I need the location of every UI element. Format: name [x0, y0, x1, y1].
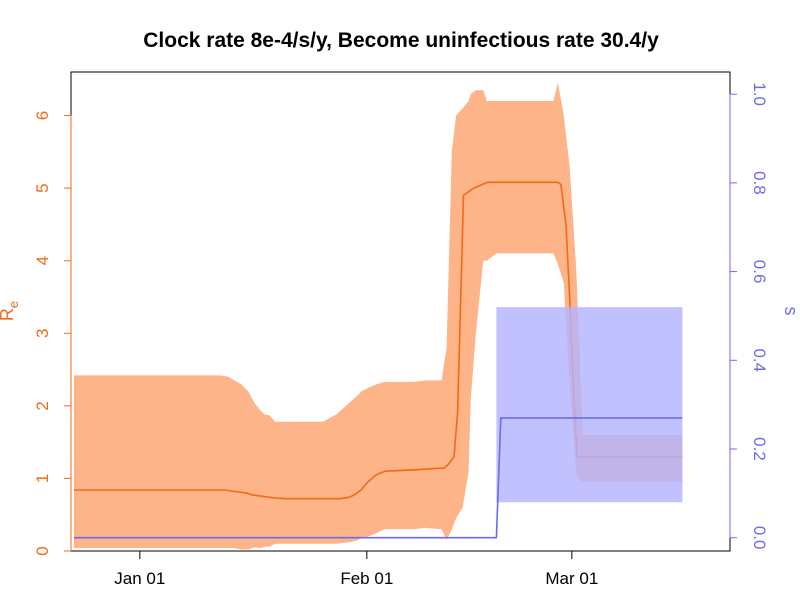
series-layer — [73, 82, 683, 550]
y-axis-left: 0 1 2 3 4 5 6 — [33, 111, 72, 556]
x-tick-label: Mar 01 — [545, 569, 598, 588]
re-band — [73, 82, 683, 550]
y-right-tick-label: 1.0 — [750, 82, 769, 106]
y-right-tick-label: 0.0 — [750, 526, 769, 550]
chart-title: Clock rate 8e-4/s/y, Become uninfectious… — [143, 29, 659, 52]
y-axis-left-title: Re — [0, 301, 21, 321]
y-axis-right-title: s — [781, 307, 800, 316]
y-left-tick-label: 2 — [33, 401, 52, 410]
x-tick-label: Feb 01 — [340, 569, 393, 588]
y-right-tick-label: 0.6 — [750, 260, 769, 284]
x-axis: Jan 01 Feb 01 Mar 01 — [114, 550, 598, 588]
y-left-tick-label: 6 — [33, 111, 52, 120]
s-line — [73, 417, 683, 539]
x-tick-label: Jan 01 — [114, 569, 165, 588]
y-right-tick-label: 0.8 — [750, 171, 769, 195]
y-right-tick-label: 0.4 — [750, 348, 769, 372]
re-line — [73, 181, 683, 500]
y-axis-left-title-main: R — [0, 308, 17, 321]
y-left-tick-label: 1 — [33, 474, 52, 483]
y-left-tick-label: 3 — [33, 329, 52, 338]
y-left-tick-label: 5 — [33, 183, 52, 192]
y-left-tick-label: 0 — [33, 546, 52, 555]
y-left-tick-label: 4 — [33, 256, 52, 265]
y-right-tick-label: 0.2 — [750, 437, 769, 461]
s-band — [496, 307, 683, 503]
y-axis-left-title-sub: e — [6, 301, 21, 308]
y-axis-right: 0.0 0.2 0.4 0.6 0.8 1.0 — [729, 82, 769, 550]
